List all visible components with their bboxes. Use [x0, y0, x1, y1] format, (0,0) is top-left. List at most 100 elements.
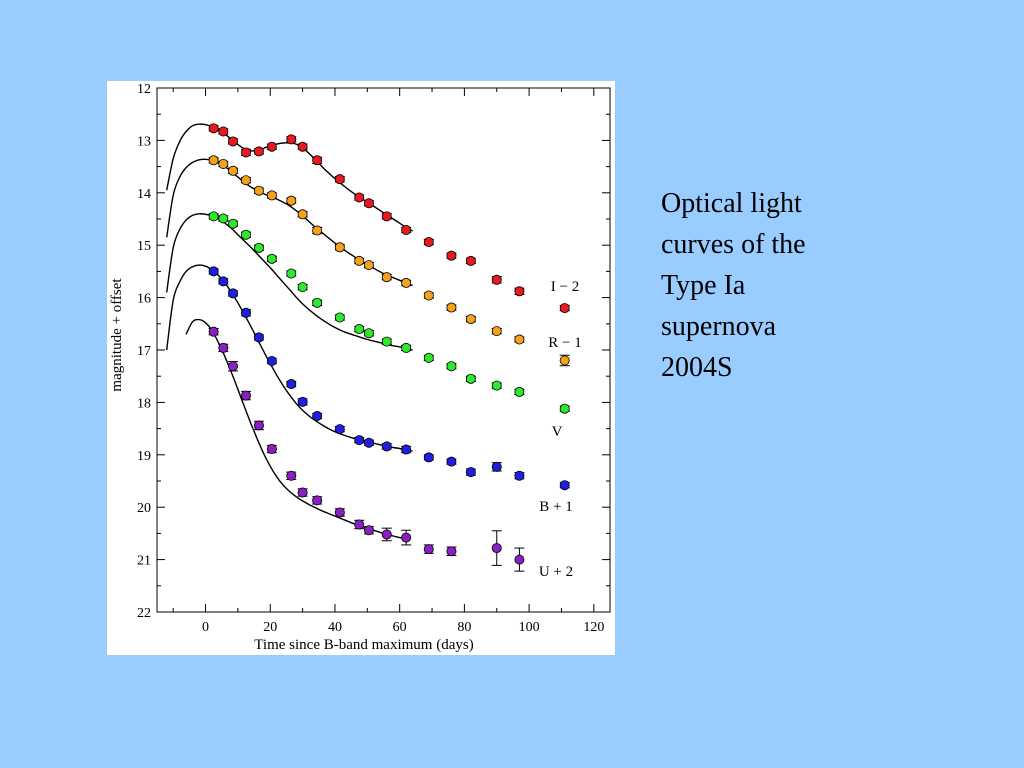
legend-label: U + 2	[539, 564, 573, 580]
y-tick-label: 20	[137, 501, 151, 516]
series-1-point	[446, 302, 457, 313]
y-tick-label: 22	[137, 606, 151, 621]
series-4-point	[218, 342, 229, 353]
x-tick-label: 60	[393, 620, 407, 635]
series-1-point	[286, 195, 297, 206]
series-4-point	[208, 326, 219, 337]
y-tick-label: 17	[137, 344, 151, 359]
series-3-point	[354, 435, 365, 446]
series-4-point	[228, 361, 239, 372]
y-axis-label: magnitude + offset	[109, 278, 125, 392]
y-tick-label: 16	[137, 292, 151, 307]
series-3-point	[240, 307, 251, 318]
series-0-point	[354, 192, 365, 203]
series-1-point	[514, 334, 525, 345]
series-2-point	[491, 380, 502, 391]
series-3-point	[253, 332, 264, 343]
series-1-point	[401, 277, 412, 288]
legend-marker-0	[559, 303, 570, 314]
chart-ticks: 12 13 14 15 16 17 18 19 20 21 22 0 20 40 60 80 100 120	[137, 82, 610, 635]
series-3-point	[208, 266, 219, 277]
series-0-point	[334, 174, 345, 185]
series-2-point	[218, 213, 229, 224]
series-3-point	[334, 424, 345, 435]
series-2-point	[253, 242, 264, 253]
legend-marker-1	[559, 355, 570, 366]
series-1-point	[208, 155, 219, 166]
series-4-point	[381, 529, 392, 540]
series-1-point	[218, 158, 229, 169]
series-0-point	[228, 136, 239, 147]
series-4-point	[312, 495, 323, 506]
series-1-point	[266, 190, 277, 201]
series-3-point	[423, 452, 434, 463]
series-4-point	[354, 519, 365, 530]
series-1-point	[228, 165, 239, 176]
y-tick-label: 18	[137, 396, 151, 411]
x-tick-label: 0	[202, 620, 209, 635]
series-0-point	[363, 198, 374, 209]
series-2-point	[208, 211, 219, 222]
series-4-point	[266, 444, 277, 455]
x-axis-label: Time since B-band maximum (days)	[254, 637, 473, 653]
series-3-point	[514, 470, 525, 481]
x-tick-label: 80	[457, 620, 471, 635]
series-3-point	[266, 356, 277, 367]
series-1-point	[423, 290, 434, 301]
y-tick-label: 21	[137, 554, 151, 569]
series-3-point	[363, 437, 374, 448]
series-2-point	[240, 229, 251, 240]
x-tick-label: 120	[583, 620, 604, 635]
series-2-point	[266, 253, 277, 264]
series-0-point	[465, 255, 476, 266]
series-3-point	[401, 444, 412, 455]
series-4-point	[446, 546, 457, 557]
series-0-point	[208, 123, 219, 134]
legend-label: R − 1	[548, 335, 581, 351]
series-1-point	[491, 326, 502, 337]
series-1-point	[354, 255, 365, 266]
series-0-point	[253, 146, 264, 157]
series-3-point	[312, 411, 323, 422]
series-3-point	[218, 276, 229, 287]
legend-label: I − 2	[551, 279, 579, 295]
x-tick-label: 40	[328, 620, 342, 635]
series-0-point	[240, 147, 251, 158]
series-0-point	[446, 250, 457, 261]
y-tick-label: 19	[137, 449, 151, 464]
series-2-point	[363, 328, 374, 339]
legend-label: B + 1	[539, 499, 572, 515]
series-4-point	[240, 390, 251, 401]
y-tick-label: 13	[137, 134, 151, 149]
series-1-point	[240, 175, 251, 186]
y-tick-label: 15	[137, 239, 151, 254]
series-3-point	[491, 461, 502, 472]
series-4-point	[286, 470, 297, 481]
model-curve-2	[166, 213, 413, 351]
series-3-point	[465, 467, 476, 478]
legend-marker-3	[559, 480, 570, 491]
series-3-point	[446, 456, 457, 467]
series-4-point	[334, 507, 345, 518]
series-2-point	[446, 361, 457, 372]
series-1-point	[312, 225, 323, 236]
model-curve-1	[166, 158, 413, 287]
series-2-point	[354, 324, 365, 335]
series-3-point	[286, 379, 297, 390]
x-tick-label: 20	[263, 620, 277, 635]
series-4-point	[253, 420, 264, 431]
legend-label: V	[552, 424, 563, 440]
slide-caption: Optical light curves of the Type Ia supe…	[661, 188, 806, 383]
series-1-point	[334, 242, 345, 253]
model-curve-4	[185, 318, 407, 540]
series-2-point	[423, 352, 434, 363]
series-0-point	[266, 141, 277, 152]
series-2-point	[465, 373, 476, 384]
series-2-point	[228, 218, 239, 229]
series-4-point	[363, 525, 374, 536]
series-3-point	[228, 288, 239, 299]
chart-svg: 12 13 14 15 16 17 18 19 20 21 22 0 20 40 60 80 100 120 I …	[109, 82, 611, 653]
series-1-point	[363, 260, 374, 271]
series-0-point	[401, 225, 412, 236]
series-2-point	[286, 268, 297, 279]
